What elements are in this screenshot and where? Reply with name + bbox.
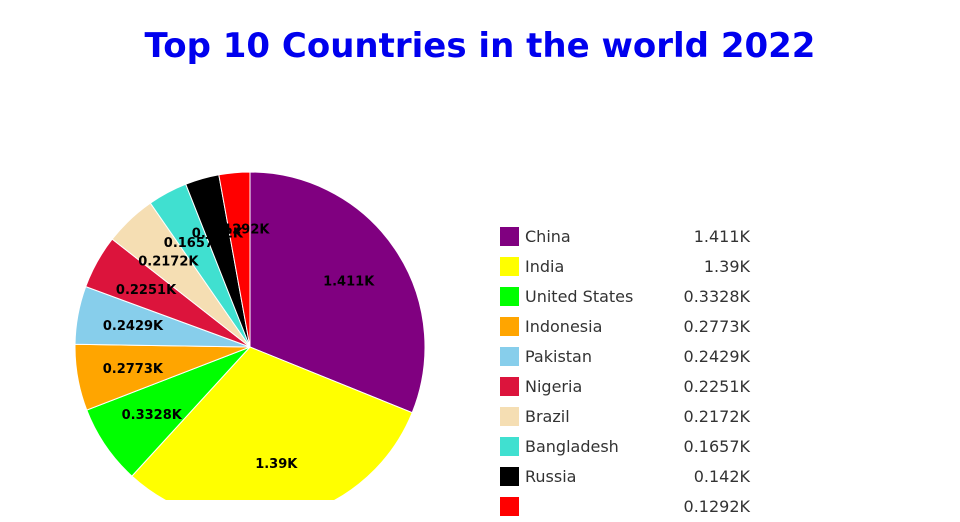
legend-swatch [500,257,519,276]
legend-swatch [500,377,519,396]
legend-item[interactable]: Russia 0.142K [500,462,760,492]
legend-label: Pakistan [525,347,592,366]
legend-label: Brazil [525,407,570,426]
legend-value: 0.3328K [683,287,750,306]
legend-item[interactable]: Indonesia 0.2773K [500,312,760,342]
legend-item[interactable]: Pakistan 0.2429K [500,342,760,372]
legend-value: 0.1292K [683,497,750,516]
legend-item[interactable]: India 1.39K [500,252,760,282]
legend-label: Russia [525,467,577,486]
legend-value: 0.2429K [683,347,750,366]
chart-title: Top 10 Countries in the world 2022 [144,26,816,66]
legend-swatch [500,437,519,456]
legend-item[interactable]: United States 0.3328K [500,282,760,312]
legend-swatch [500,407,519,426]
pie-slice-china[interactable] [249,171,426,414]
legend-label: Indonesia [525,317,603,336]
slice-value-label: 0.1657K [164,236,225,251]
legend-value: 0.2773K [683,317,750,336]
legend-value: 0.2251K [683,377,750,396]
pie-chart: 1.411K 1.39K 0.3328K 0.2773K 0.2429K 0.2251K 0… [74,171,426,500]
legend-value: 1.411K [693,227,750,246]
legend-value: 1.39K [703,257,750,276]
slice-value-label: 0.142K [192,227,244,242]
pie-slice-item-10[interactable] [218,171,251,348]
pie-slice-india[interactable] [131,346,413,500]
legend-value: 0.2172K [683,407,750,426]
slice-value-label: 0.3328K [122,408,183,423]
legend-swatch [500,347,519,366]
legend-label: China [525,227,571,246]
legend-swatch [500,317,519,336]
slice-value-label: 0.2773K [103,362,164,377]
legend-item[interactable]: 0.1292K [500,492,760,522]
legend-label: India [525,257,565,276]
legend-value: 0.1657K [683,437,750,456]
slice-value-label: 1.411K [323,275,375,290]
legend-item[interactable]: Bangladesh 0.1657K [500,432,760,462]
slice-value-label: 0.2172K [138,254,199,269]
legend-item[interactable]: Nigeria 0.2251K [500,372,760,402]
slice-value-label: 0.2251K [116,283,177,298]
legend-label: Nigeria [525,377,583,396]
legend-label: Bangladesh [525,437,619,456]
slice-value-label: 1.39K [255,457,298,472]
legend: China 1.411K India 1.39K United States 0.3328… [500,222,760,522]
legend-swatch [500,227,519,246]
legend-label: United States [525,287,634,306]
legend-item[interactable]: Brazil 0.2172K [500,402,760,432]
slice-value-label: 0.2429K [103,319,164,334]
legend-swatch [500,287,519,306]
legend-item[interactable]: China 1.411K [500,222,760,252]
slice-value-label: 0.1292K [209,222,270,237]
legend-swatch [500,467,519,486]
legend-value: 0.142K [693,467,750,486]
